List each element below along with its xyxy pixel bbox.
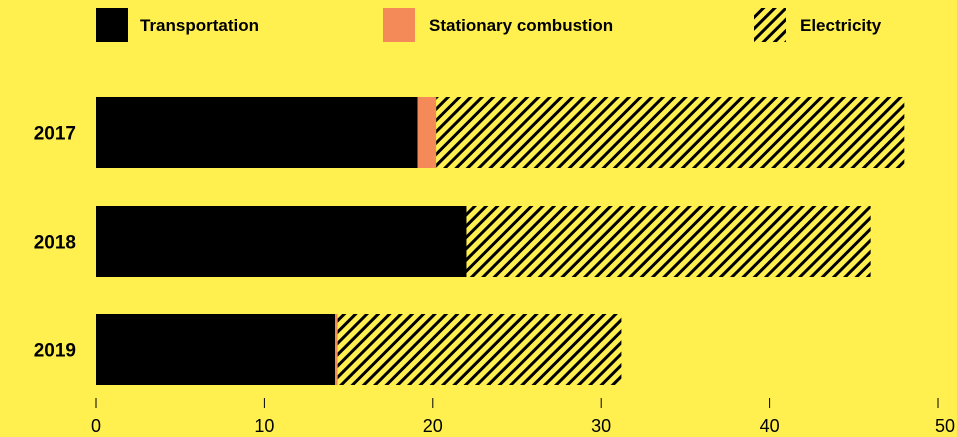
- bars: [96, 97, 905, 385]
- bar-transportation-2018: [96, 206, 467, 277]
- x-tick-label-20: 20: [423, 416, 443, 436]
- x-tick-label-50: 50: [935, 416, 955, 436]
- bar-electricity-2017: [436, 97, 905, 168]
- y-axis-labels: 2017 2018 2019: [34, 124, 76, 362]
- legend-label-stationary-combustion: Stationary combustion: [429, 16, 613, 35]
- x-axis: 0 10 20 30 40 50: [91, 398, 955, 436]
- bar-electricity-2019: [337, 314, 622, 385]
- x-tick-label-30: 30: [591, 416, 611, 436]
- category-label-2017: 2017: [34, 124, 76, 145]
- bar-transportation-2019: [96, 314, 336, 385]
- x-tick-label-10: 10: [254, 416, 274, 436]
- legend-label-electricity: Electricity: [800, 16, 882, 35]
- category-label-2019: 2019: [34, 341, 76, 362]
- bar-transportation-2017: [96, 97, 418, 168]
- x-tick-label-0: 0: [91, 416, 101, 436]
- category-label-2018: 2018: [34, 233, 76, 254]
- legend-swatch-electricity: [754, 8, 786, 42]
- bar-electricity-2018: [466, 206, 871, 277]
- bar-stationary-combustion-2017: [417, 97, 437, 168]
- x-tick-label-40: 40: [760, 416, 780, 436]
- legend-swatch-stationary-combustion: [383, 8, 415, 42]
- legend: Transportation Stationary combustion Elect…: [96, 8, 882, 42]
- bar-stationary-combustion-2019: [335, 314, 338, 385]
- legend-label-transportation: Transportation: [140, 16, 259, 35]
- legend-swatch-transportation: [96, 8, 128, 42]
